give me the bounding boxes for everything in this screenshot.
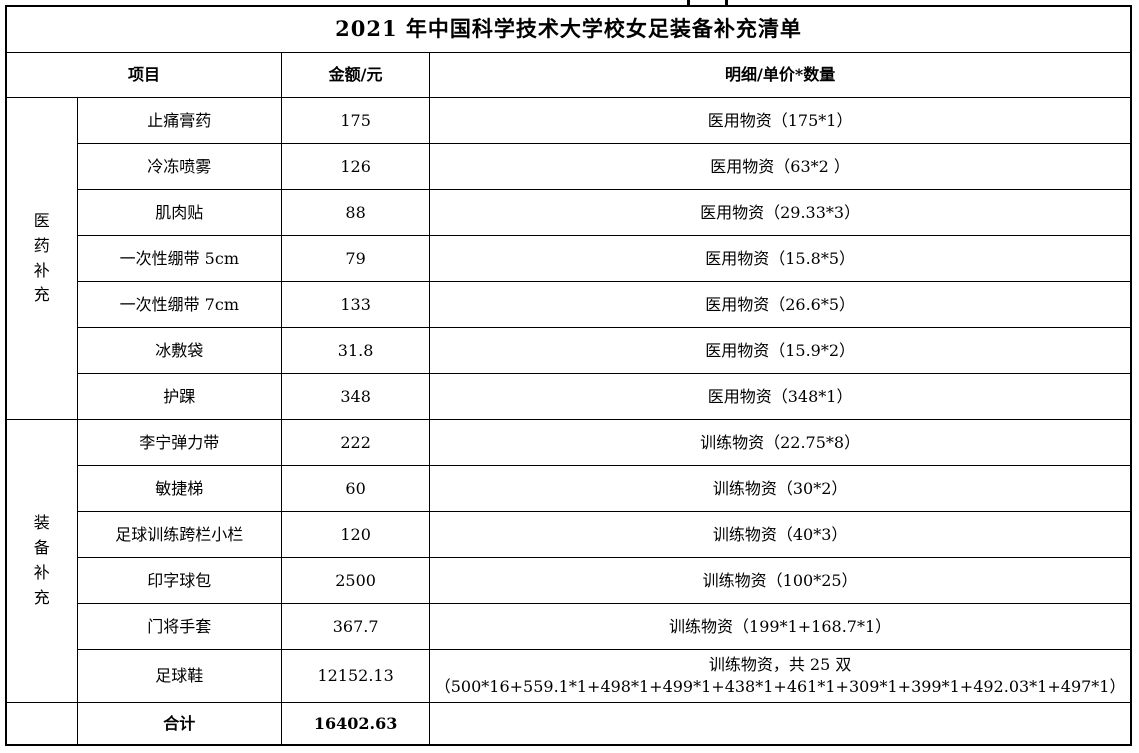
detail-cell: 医用物资（15.8*5） — [429, 235, 1132, 282]
item-cell: 李宁弹力带 — [76, 419, 282, 466]
detail-cell: 训练物资（22.75*8） — [429, 419, 1132, 466]
table-row: 医药补充 止痛膏药 175 医用物资（175*1） — [5, 97, 1132, 420]
table-row: 护踝 348 医用物资（348*1） — [6, 373, 1132, 420]
item-cell: 一次性绷带 7cm — [76, 281, 282, 328]
detail-cell: 训练物资（30*2） — [429, 465, 1132, 512]
item-cell: 门将手套 — [76, 603, 282, 650]
detail-cell: 医用物资（63*2 ） — [429, 143, 1132, 190]
item-cell: 印字球包 — [76, 557, 282, 604]
total-amount: 16402.63 — [280, 702, 431, 746]
table-row: 装备补充 李宁弹力带 222 训练物资（22.75*8） — [5, 419, 1132, 703]
scan-artifact — [725, 0, 728, 6]
item-cell: 肌肉贴 — [76, 189, 282, 236]
item-cell: 一次性绷带 5cm — [76, 235, 282, 282]
amount-cell: 2500 — [280, 557, 431, 604]
amount-cell: 60 — [280, 465, 431, 512]
table-row: 印字球包 2500 训练物资（100*25） — [6, 557, 1132, 604]
item-cell: 冷冻喷雾 — [76, 143, 282, 190]
amount-cell: 367.7 — [280, 603, 431, 650]
amount-cell: 12152.13 — [280, 649, 431, 703]
title-row: 2021 年中国科学技术大学校女足装备补充清单 — [5, 5, 1132, 53]
scan-artifact — [687, 0, 690, 6]
item-cell: 足球鞋 — [76, 649, 282, 703]
detail-cell: 训练物资（40*3） — [429, 511, 1132, 558]
detail-cell: 医用物资（175*1） — [429, 97, 1132, 144]
table-row: 冷冻喷雾 126 医用物资（63*2 ） — [6, 143, 1132, 190]
total-detail — [429, 702, 1132, 746]
page-title: 2021 年中国科学技术大学校女足装备补充清单 — [5, 5, 1132, 53]
amount-cell: 31.8 — [280, 327, 431, 374]
amount-cell: 222 — [280, 419, 431, 466]
amount-cell: 79 — [280, 235, 431, 282]
table-row: 冰敷袋 31.8 医用物资（15.9*2） — [6, 327, 1132, 374]
amount-cell: 120 — [280, 511, 431, 558]
table-row: 足球鞋 12152.13 训练物资，共 25 双 （500*16+559.1*1… — [6, 649, 1132, 703]
section-label-text: 装备补充 — [33, 513, 50, 607]
document-table: 2021 年中国科学技术大学校女足装备补充清单 项目 金额/元 明细/单价*数量… — [5, 5, 1132, 746]
detail-cell: 训练物资，共 25 双 （500*16+559.1*1+498*1+499*1+… — [429, 649, 1132, 703]
table-row: 一次性绷带 7cm 133 医用物资（26.6*5） — [6, 281, 1132, 328]
detail-cell: 医用物资（29.33*3） — [429, 189, 1132, 236]
column-header-item: 项目 — [5, 52, 282, 98]
item-cell: 敏捷梯 — [76, 465, 282, 512]
column-header-amount: 金额/元 — [280, 52, 431, 98]
item-cell: 止痛膏药 — [76, 97, 282, 144]
detail-cell: 训练物资（199*1+168.7*1） — [429, 603, 1132, 650]
total-row: 合计 16402.63 — [5, 702, 1132, 746]
amount-cell: 348 — [280, 373, 431, 420]
table-row: 一次性绷带 5cm 79 医用物资（15.8*5） — [6, 235, 1132, 282]
total-empty-section-cell — [5, 702, 78, 746]
table-row: 门将手套 367.7 训练物资（199*1+168.7*1） — [6, 603, 1132, 650]
total-label: 合计 — [76, 702, 282, 746]
amount-cell: 133 — [280, 281, 431, 328]
section-label-equipment: 装备补充 — [5, 419, 78, 703]
item-cell: 足球训练跨栏小栏 — [76, 511, 282, 558]
amount-cell: 88 — [280, 189, 431, 236]
detail-cell: 训练物资（100*25） — [429, 557, 1132, 604]
section-label-text: 医药补充 — [33, 210, 50, 305]
item-cell: 冰敷袋 — [76, 327, 282, 374]
section-label-medical: 医药补充 — [5, 97, 78, 420]
item-cell: 护踝 — [76, 373, 282, 420]
amount-cell: 126 — [280, 143, 431, 190]
detail-cell: 医用物资（348*1） — [429, 373, 1132, 420]
detail-cell: 医用物资（15.9*2） — [429, 327, 1132, 374]
amount-cell: 175 — [280, 97, 431, 144]
table-row: 足球训练跨栏小栏 120 训练物资（40*3） — [6, 511, 1132, 558]
detail-cell: 医用物资（26.6*5） — [429, 281, 1132, 328]
column-header-detail: 明细/单价*数量 — [429, 52, 1132, 98]
table-row: 肌肉贴 88 医用物资（29.33*3） — [6, 189, 1132, 236]
header-row: 项目 金额/元 明细/单价*数量 — [5, 52, 1132, 98]
table-row: 敏捷梯 60 训练物资（30*2） — [6, 465, 1132, 512]
